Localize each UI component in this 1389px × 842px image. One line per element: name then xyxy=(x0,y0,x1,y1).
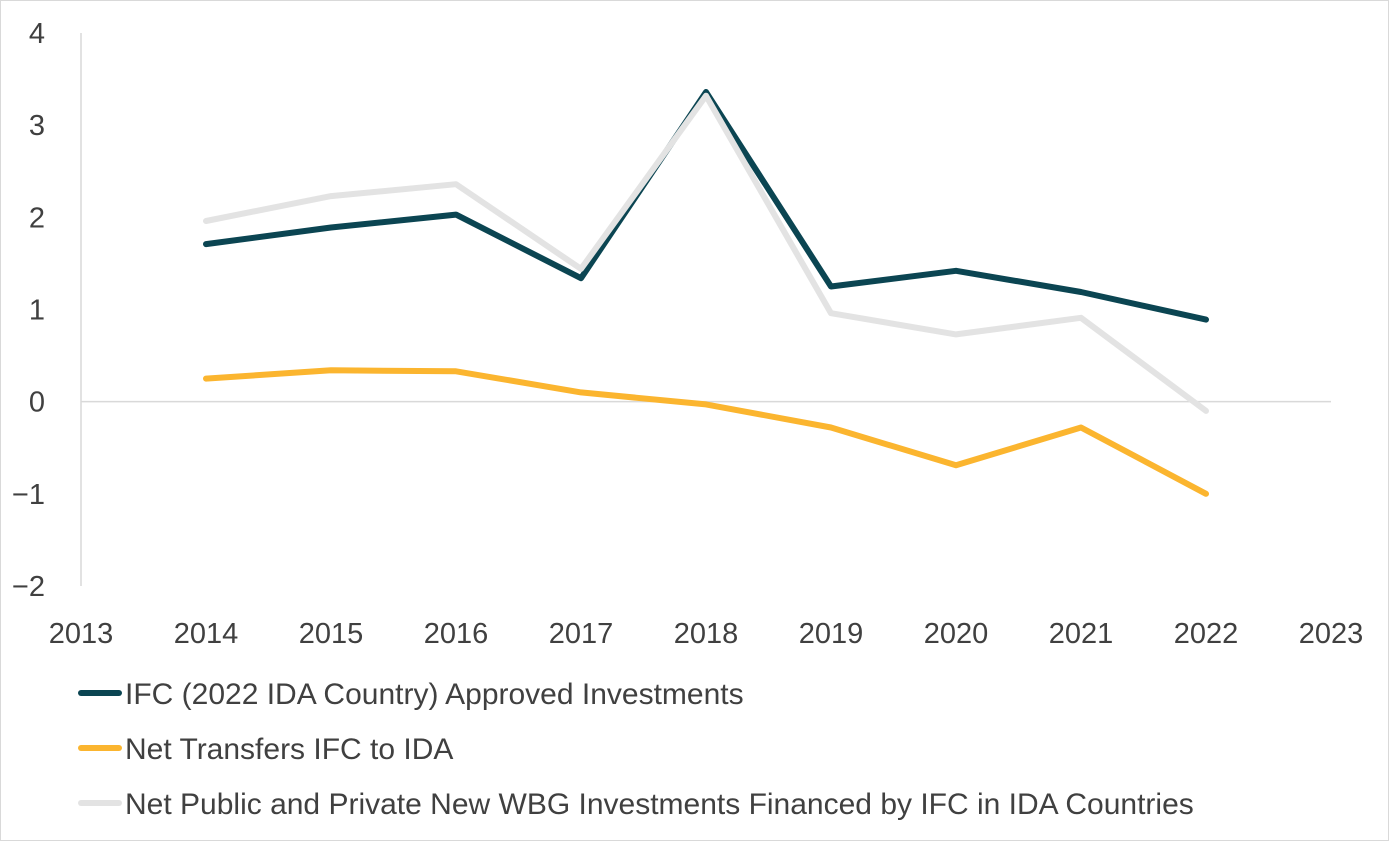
legend-label: Net Transfers IFC to IDA xyxy=(125,733,453,766)
x-tick-label: 2019 xyxy=(799,618,864,650)
series-lines xyxy=(203,89,1209,497)
x-tick-label: 2016 xyxy=(424,618,489,650)
series-line-1 xyxy=(203,89,1209,323)
x-tick-label: 2021 xyxy=(1049,618,1114,650)
y-tick-label: 0 xyxy=(29,387,45,419)
x-tick-label: 2017 xyxy=(549,618,614,650)
legend-label: IFC (2022 IDA Country) Approved Investme… xyxy=(125,678,744,711)
y-tick-label: 4 xyxy=(29,18,45,50)
x-tick-label: 2023 xyxy=(1299,618,1364,650)
series-line-2 xyxy=(203,367,1209,497)
legend-label: Net Public and Private New WBG Investmen… xyxy=(125,788,1194,821)
chart-axes xyxy=(80,33,1331,586)
y-tick-label: 2 xyxy=(29,202,45,234)
y-tick-label: −2 xyxy=(12,571,45,603)
x-tick-label: 2018 xyxy=(674,618,739,650)
series-line-3 xyxy=(203,92,1209,414)
legend: IFC (2022 IDA Country) Approved Investme… xyxy=(78,678,1194,821)
x-tick-label: 2015 xyxy=(299,618,364,650)
x-tick-label: 2013 xyxy=(49,618,114,650)
x-tick-label: 2022 xyxy=(1174,618,1239,650)
x-tick-label: 2014 xyxy=(174,618,239,650)
y-tick-label: 3 xyxy=(29,110,45,142)
y-tick-label: 1 xyxy=(29,295,45,327)
y-tick-labels: −2 −1 0 1 2 3 4 xyxy=(12,18,45,603)
y-tick-label: −1 xyxy=(12,479,45,511)
x-tick-label: 2020 xyxy=(924,618,989,650)
x-tick-labels: 2013 2014 2015 2016 2017 2018 2019 2020 2021 2022… xyxy=(49,618,1364,650)
